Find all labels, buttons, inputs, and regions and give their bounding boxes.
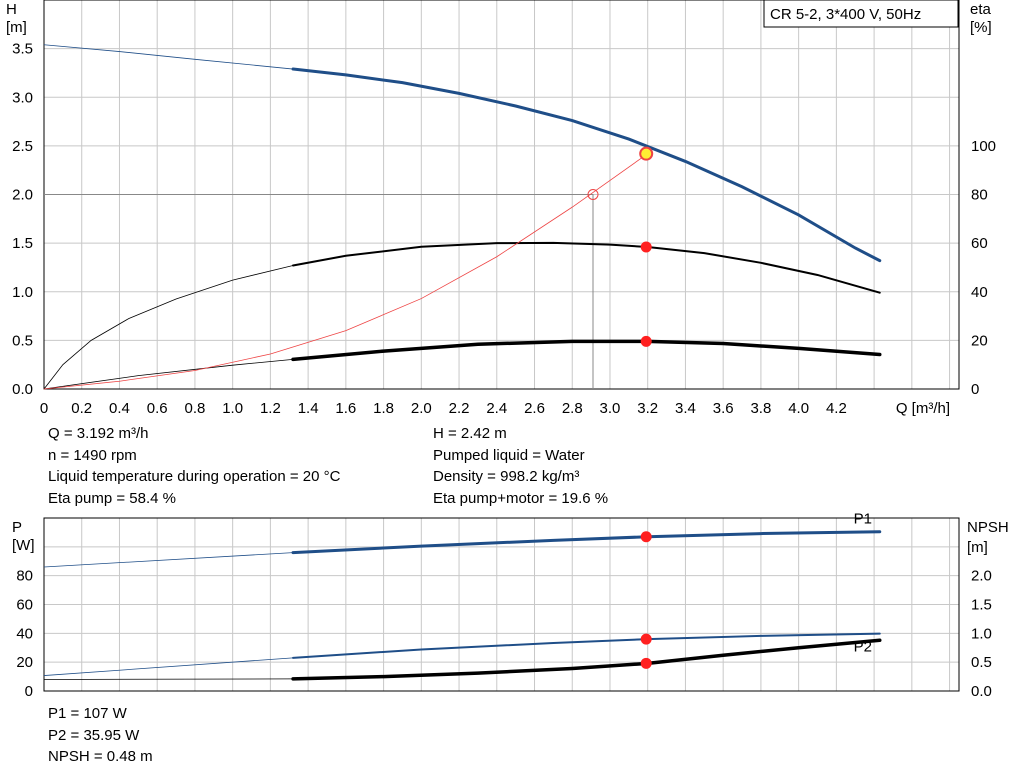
info-left-top: Q = 3.192 m³/h n = 1490 rpm Liquid tempe… — [48, 423, 340, 509]
y2-tick-label: 20 — [971, 332, 988, 349]
info-flow: Q = 3.192 m³/h — [48, 425, 149, 442]
x-tick-label: 2.4 — [486, 400, 507, 417]
series-line-2 — [291, 638, 882, 681]
info-left-bottom: P1 = 107 W P2 = 35.95 W NPSH = 0.48 m — [48, 703, 153, 768]
x-tick-label: 3.4 — [675, 400, 696, 417]
y-axis-label: H [m] — [6, 1, 27, 36]
chart-title: CR 5-2, 3*400 V, 50Hz — [770, 6, 921, 23]
y2-tick-label: 0.5 — [971, 654, 992, 671]
series-line-1 — [292, 241, 881, 294]
info-density: Density = 998.2 kg/m³ — [433, 468, 580, 485]
x-tick-label: 3.2 — [637, 400, 658, 417]
x-tick-label: 1.0 — [222, 400, 243, 417]
y2-tick-label: 0.0 — [971, 683, 992, 700]
series-extension-1 — [43, 265, 294, 390]
x-axis-label: Q [m³/h] — [896, 400, 950, 417]
y-tick-label: 3.5 — [12, 41, 33, 58]
x-tick-label: 1.6 — [335, 400, 356, 417]
x-tick-label: 2.6 — [524, 400, 545, 417]
y2-tick-label: 100 — [971, 138, 996, 155]
title-box — [763, 0, 959, 28]
x-tick-label: 4.0 — [788, 400, 809, 417]
y-tick-label: 3.0 — [12, 89, 33, 106]
y2-tick-label: 1.0 — [971, 625, 992, 642]
y-tick-label: 0.5 — [12, 332, 33, 349]
info-npsh: NPSH = 0.48 m — [48, 748, 153, 765]
x-tick-label: 3.8 — [750, 400, 771, 417]
operating-point-npsh — [640, 657, 652, 669]
info-p1: P1 = 107 W — [48, 705, 127, 722]
x-tick-label: 1.2 — [260, 400, 281, 417]
y2-tick-label: 2.0 — [971, 568, 992, 585]
operating-point-head — [639, 146, 654, 161]
duty-helper-line — [44, 194, 594, 389]
y-tick-label: 20 — [16, 654, 33, 671]
y-tick-label: 1.5 — [12, 235, 33, 252]
series-line-1 — [292, 632, 881, 659]
x-tick-label: 0.6 — [147, 400, 168, 417]
info-head: H = 2.42 m — [433, 425, 507, 442]
y2-axis-label: eta [%] — [970, 1, 992, 36]
y2-tick-label: 0 — [971, 381, 979, 398]
x-tick-label: 0.4 — [109, 400, 130, 417]
y-axis-label: P [W] — [12, 519, 35, 554]
y-tick-label: 40 — [16, 625, 33, 642]
info-right-top: H = 2.42 m Pumped liquid = Water Density… — [433, 423, 608, 509]
info-speed: n = 1490 rpm — [48, 446, 137, 464]
x-tick-label: 2.0 — [411, 400, 432, 417]
y-tick-label: 1.0 — [12, 284, 33, 301]
series-extension-2 — [43, 678, 294, 680]
y-tick-label: 2.0 — [12, 187, 33, 204]
info-liquid-temperature: Liquid temperature during operation = 20… — [48, 468, 341, 485]
x-tick-label: 3.0 — [600, 400, 621, 417]
series-extension-1 — [43, 657, 294, 676]
x-tick-label: 2.2 — [449, 400, 470, 417]
series-line-0 — [291, 67, 882, 263]
x-tick-label: 0.8 — [184, 400, 205, 417]
y-tick-label: 0.0 — [12, 381, 33, 398]
operating-point-p1 — [640, 531, 652, 543]
y-tick-label: 2.5 — [12, 138, 33, 155]
x-tick-label: 0.2 — [71, 400, 92, 417]
y-tick-label: 60 — [16, 597, 33, 614]
series-line-0 — [291, 530, 882, 555]
x-tick-label: 1.8 — [373, 400, 394, 417]
x-tick-label: 3.6 — [713, 400, 734, 417]
operating-point-p2 — [640, 633, 652, 645]
series-extension-2 — [43, 358, 294, 390]
y2-axis-label: NPSH [m] — [967, 519, 1009, 556]
series-line-2 — [291, 339, 882, 362]
series-label-p1: P1 — [854, 511, 872, 528]
bottom-plot-frame — [43, 517, 960, 692]
x-tick-label: 2.8 — [562, 400, 583, 417]
info-eta-pump-motor: Eta pump+motor = 19.6 % — [433, 489, 609, 507]
series-extension-0 — [43, 44, 294, 70]
y2-tick-label: 1.5 — [971, 597, 992, 614]
operating-point-eta-total — [640, 335, 652, 347]
series-extension-0 — [43, 552, 294, 568]
y2-tick-label: 40 — [971, 284, 988, 301]
x-tick-label: 4.2 — [826, 400, 847, 417]
y2-tick-label: 80 — [971, 187, 988, 204]
x-tick-label: 1.4 — [298, 400, 319, 417]
duty-point-marker — [587, 189, 599, 200]
series-line-3 — [43, 153, 649, 390]
x-tick-label: 0 — [40, 400, 48, 417]
info-p2: P2 = 35.95 W — [48, 726, 140, 744]
y2-tick-label: 60 — [971, 235, 988, 252]
operating-point-eta-pump — [640, 241, 652, 253]
y-tick-label: 0 — [25, 683, 33, 700]
y-tick-label: 80 — [16, 568, 33, 585]
info-pumped-liquid: Pumped liquid = Water — [433, 446, 585, 464]
info-eta-pump: Eta pump = 58.4 % — [48, 489, 176, 507]
